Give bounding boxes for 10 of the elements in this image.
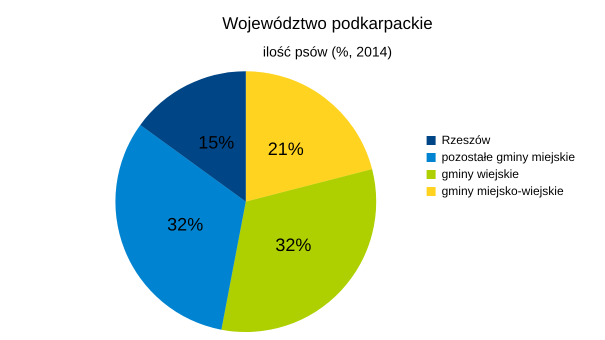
data-label: 32% [275,235,312,256]
legend-label: gminy miejsko-wiejskie [442,184,564,198]
data-label: 21% [268,139,304,160]
chart-title: Województwo podkarpackie [222,14,433,33]
data-label: 32% [167,214,204,235]
data-label: 15% [198,132,234,152]
legend-label: gminy wiejskie [442,166,520,181]
legend-label: Rzeszów [442,132,491,147]
chart-subtitle: ilość psów (%, 2014) [262,44,392,60]
legend-label: pozostałe gminy miejskie [442,150,576,164]
